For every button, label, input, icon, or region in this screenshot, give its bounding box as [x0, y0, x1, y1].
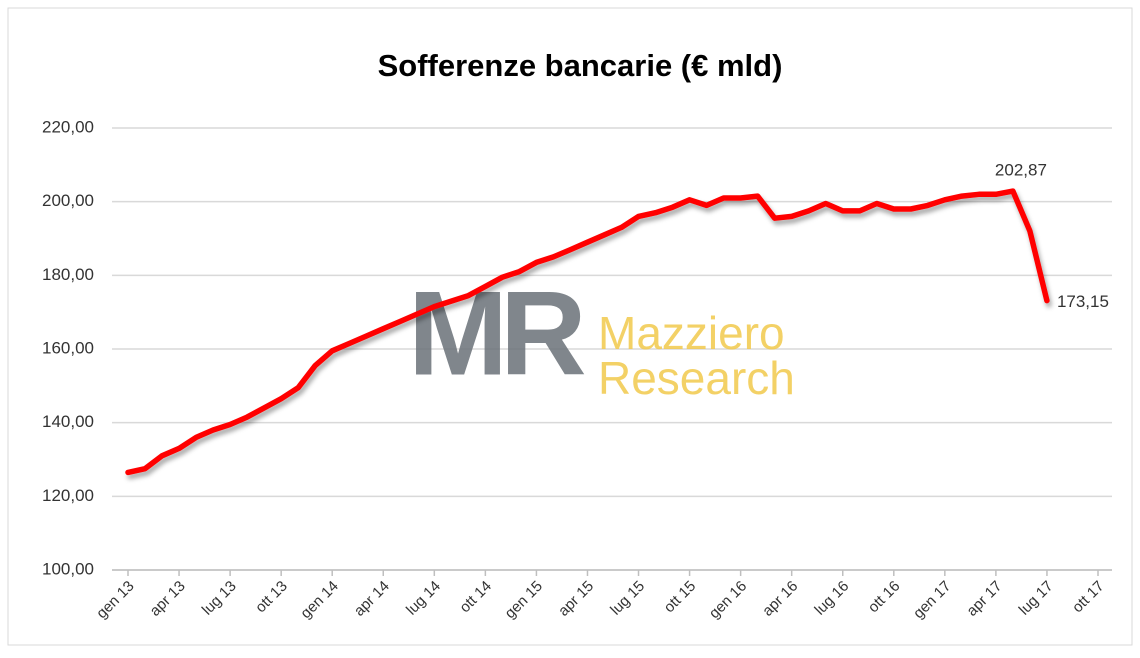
watermark-line: Mazziero [598, 307, 785, 359]
data-label: 173,15 [1057, 292, 1109, 311]
y-tick-label: 120,00 [42, 486, 94, 505]
y-tick-label: 100,00 [42, 559, 94, 578]
data-label: 202,87 [995, 161, 1047, 180]
data-line [125, 188, 1050, 476]
chart-title: Sofferenze bancarie (€ mld) [378, 48, 783, 83]
y-tick-label: 200,00 [42, 191, 94, 210]
y-tick-label: 140,00 [42, 412, 94, 431]
y-tick-label: 160,00 [42, 338, 94, 357]
chart-frame [7, 7, 1133, 646]
watermark-logo: MR [408, 267, 585, 401]
watermark-line: Research [598, 352, 795, 404]
y-tick-label: 220,00 [42, 117, 94, 136]
y-tick-label: 180,00 [42, 265, 94, 284]
watermark: MR Mazziero Research [408, 267, 795, 404]
